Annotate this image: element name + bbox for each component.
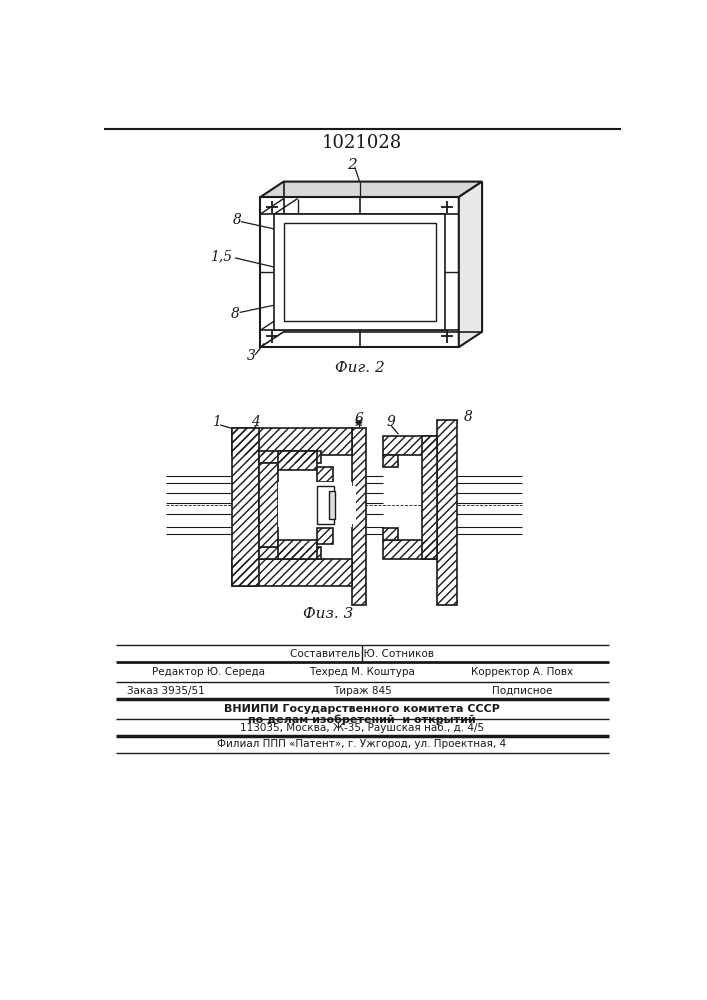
Bar bbox=[352, 428, 366, 605]
Bar bbox=[260, 197, 459, 347]
Bar bbox=[259, 547, 321, 559]
Text: 8: 8 bbox=[231, 307, 240, 321]
Polygon shape bbox=[260, 182, 482, 197]
Bar bbox=[232, 428, 259, 586]
Bar bbox=[421, 436, 437, 559]
Bar bbox=[317, 528, 332, 544]
Bar bbox=[383, 540, 437, 559]
Text: Подписное: Подписное bbox=[492, 686, 553, 696]
Bar bbox=[232, 559, 352, 586]
Text: 8: 8 bbox=[464, 410, 472, 424]
Bar bbox=[259, 463, 279, 547]
Text: 9: 9 bbox=[386, 415, 395, 429]
Text: 1021028: 1021028 bbox=[322, 134, 402, 152]
Text: 3: 3 bbox=[247, 349, 255, 363]
Bar bbox=[437, 420, 457, 605]
Text: 6: 6 bbox=[354, 412, 363, 426]
Text: ВНИИПИ Государственного комитета СССР: ВНИИПИ Государственного комитета СССР bbox=[224, 704, 500, 714]
Text: Фиг. 2: Фиг. 2 bbox=[334, 361, 385, 375]
Bar bbox=[383, 528, 398, 540]
Bar bbox=[329, 491, 335, 519]
Bar bbox=[232, 428, 352, 455]
Bar bbox=[279, 503, 352, 527]
Bar bbox=[317, 486, 334, 524]
Bar bbox=[317, 466, 332, 482]
Text: Заказ 3935/51: Заказ 3935/51 bbox=[127, 686, 205, 696]
Bar bbox=[232, 559, 352, 586]
Polygon shape bbox=[459, 182, 482, 347]
Bar bbox=[383, 436, 437, 455]
Text: Корректор А. Повх: Корректор А. Повх bbox=[472, 667, 573, 677]
Bar bbox=[279, 482, 352, 505]
Bar bbox=[274, 214, 445, 330]
Bar bbox=[232, 428, 259, 586]
Text: Редактор Ю. Середа: Редактор Ю. Середа bbox=[152, 667, 265, 677]
Text: 4: 4 bbox=[250, 415, 259, 429]
Bar bbox=[279, 540, 317, 559]
Text: Филиал ППП «Патент», г. Ужгород, ул. Проектная, 4: Филиал ППП «Патент», г. Ужгород, ул. Про… bbox=[217, 739, 506, 749]
Text: Составитель Ю. Сотников: Составитель Ю. Сотников bbox=[290, 649, 434, 659]
Bar bbox=[279, 451, 317, 470]
Bar bbox=[383, 455, 398, 466]
Text: 8: 8 bbox=[233, 213, 242, 227]
Bar bbox=[317, 466, 332, 482]
Text: 113035, Москва, Ж-35, Раушская наб., д. 4/5: 113035, Москва, Ж-35, Раушская наб., д. … bbox=[240, 723, 484, 733]
Text: 1,5: 1,5 bbox=[211, 249, 233, 263]
Bar bbox=[259, 451, 321, 463]
Bar bbox=[232, 428, 352, 455]
Bar bbox=[383, 528, 398, 540]
Bar bbox=[317, 528, 332, 544]
Text: 2: 2 bbox=[347, 158, 357, 172]
Bar bbox=[279, 451, 317, 470]
Bar bbox=[284, 223, 436, 321]
Text: Техред М. Коштура: Техред М. Коштура bbox=[309, 667, 415, 677]
Text: 1: 1 bbox=[212, 415, 221, 429]
Bar bbox=[259, 451, 321, 463]
Bar bbox=[383, 455, 398, 466]
Bar bbox=[383, 540, 437, 559]
Bar bbox=[383, 436, 437, 455]
Text: по делам изобретений  и открытий: по делам изобретений и открытий bbox=[248, 715, 476, 725]
Bar bbox=[259, 463, 279, 547]
Bar bbox=[279, 540, 317, 559]
Bar bbox=[259, 547, 321, 559]
Bar bbox=[421, 436, 437, 559]
Text: Физ. 3: Физ. 3 bbox=[303, 607, 354, 621]
Bar bbox=[352, 428, 366, 605]
Bar bbox=[332, 486, 356, 524]
Bar bbox=[437, 420, 457, 605]
Text: Тираж 845: Тираж 845 bbox=[332, 686, 392, 696]
